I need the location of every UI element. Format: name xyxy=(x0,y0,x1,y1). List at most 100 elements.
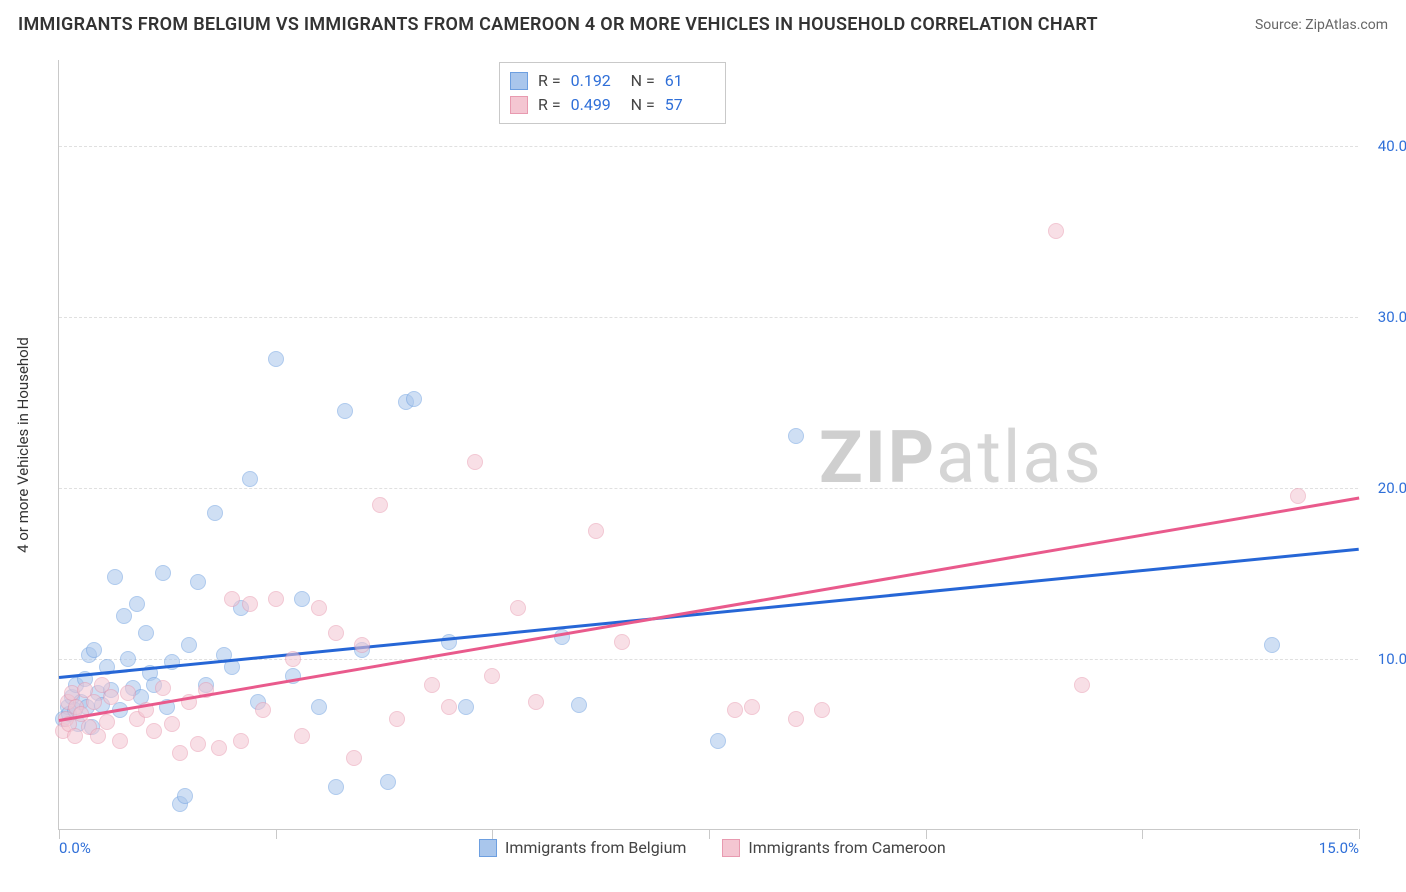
data-point xyxy=(138,625,154,641)
x-tick-label: 15.0% xyxy=(1319,839,1359,857)
data-point xyxy=(744,699,760,715)
x-tick xyxy=(709,829,710,839)
data-point xyxy=(1048,223,1064,239)
legend-label-series2: Immigrants from Cameroon xyxy=(748,838,945,857)
data-point xyxy=(190,574,206,590)
legend: Immigrants from Belgium Immigrants from … xyxy=(479,838,946,857)
y-tick-label: 20.0% xyxy=(1378,479,1406,497)
data-point xyxy=(255,702,271,718)
r-value-series2: 0.499 xyxy=(571,93,621,117)
data-point xyxy=(242,471,258,487)
data-point xyxy=(155,565,171,581)
data-point xyxy=(268,591,284,607)
data-point xyxy=(99,714,115,730)
y-tick-label: 40.0% xyxy=(1378,137,1406,155)
data-point xyxy=(1074,677,1090,693)
data-point xyxy=(116,608,132,624)
data-point xyxy=(328,779,344,795)
data-point xyxy=(311,699,327,715)
stats-row-series2: R = 0.499 N = 57 xyxy=(510,93,715,117)
data-point xyxy=(120,685,136,701)
data-point xyxy=(86,642,102,658)
y-axis-label: 4 or more Vehicles in Household xyxy=(14,337,32,553)
data-point xyxy=(441,699,457,715)
swatch-series2 xyxy=(510,96,528,114)
legend-label-series1: Immigrants from Belgium xyxy=(505,838,686,857)
gridline xyxy=(59,146,1358,147)
data-point xyxy=(311,600,327,616)
data-point xyxy=(190,736,206,752)
data-point xyxy=(354,637,370,653)
data-point xyxy=(107,569,123,585)
r-value-series1: 0.192 xyxy=(571,69,621,93)
chart-header: IMMIGRANTS FROM BELGIUM VS IMMIGRANTS FR… xyxy=(18,14,1388,35)
x-tick xyxy=(492,829,493,839)
legend-item-series1: Immigrants from Belgium xyxy=(479,838,686,857)
data-point xyxy=(788,428,804,444)
data-point xyxy=(484,668,500,684)
data-point xyxy=(120,651,136,667)
data-point xyxy=(814,702,830,718)
chart-title: IMMIGRANTS FROM BELGIUM VS IMMIGRANTS FR… xyxy=(18,14,1098,35)
data-point xyxy=(1264,637,1280,653)
y-tick-label: 10.0% xyxy=(1378,650,1406,668)
data-point xyxy=(727,702,743,718)
data-point xyxy=(285,651,301,667)
data-point xyxy=(112,733,128,749)
data-point xyxy=(337,403,353,419)
data-point xyxy=(67,728,83,744)
data-point xyxy=(328,625,344,641)
r-label: R = xyxy=(538,69,561,93)
data-point xyxy=(268,351,284,367)
data-point xyxy=(207,505,223,521)
data-point xyxy=(528,694,544,710)
swatch-series1 xyxy=(510,72,528,90)
n-label: N = xyxy=(631,69,655,93)
data-point xyxy=(86,694,102,710)
data-point xyxy=(588,523,604,539)
data-point xyxy=(181,637,197,653)
data-point xyxy=(710,733,726,749)
data-point xyxy=(155,680,171,696)
x-tick xyxy=(1142,829,1143,839)
legend-swatch-series1 xyxy=(479,839,497,857)
n-label: N = xyxy=(631,93,655,117)
data-point xyxy=(389,711,405,727)
legend-item-series2: Immigrants from Cameroon xyxy=(722,838,945,857)
x-tick xyxy=(1359,829,1360,839)
chart-area: 4 or more Vehicles in Household R = 0.19… xyxy=(58,60,1388,830)
data-point xyxy=(294,591,310,607)
data-point xyxy=(406,391,422,407)
data-point xyxy=(103,689,119,705)
data-point xyxy=(164,716,180,732)
data-point xyxy=(788,711,804,727)
y-tick-label: 30.0% xyxy=(1378,308,1406,326)
data-point xyxy=(172,745,188,761)
chart-source: Source: ZipAtlas.com xyxy=(1255,17,1388,33)
data-point xyxy=(380,774,396,790)
data-point xyxy=(571,697,587,713)
data-point xyxy=(346,750,362,766)
r-label: R = xyxy=(538,93,561,117)
legend-swatch-series2 xyxy=(722,839,740,857)
x-tick xyxy=(59,829,60,839)
data-point xyxy=(129,596,145,612)
data-point xyxy=(294,728,310,744)
data-point xyxy=(614,634,630,650)
data-point xyxy=(1290,488,1306,504)
data-point xyxy=(90,728,106,744)
x-tick xyxy=(276,829,277,839)
x-tick xyxy=(926,829,927,839)
data-point xyxy=(467,454,483,470)
plot-region: 4 or more Vehicles in Household R = 0.19… xyxy=(58,60,1358,830)
data-point xyxy=(177,788,193,804)
n-value-series1: 61 xyxy=(665,69,715,93)
data-point xyxy=(372,497,388,513)
gridline xyxy=(59,488,1358,489)
data-point xyxy=(146,723,162,739)
data-point xyxy=(233,733,249,749)
data-point xyxy=(242,596,258,612)
stats-row-series1: R = 0.192 N = 61 xyxy=(510,69,715,93)
x-tick-label: 0.0% xyxy=(59,839,91,857)
correlation-stats-box: R = 0.192 N = 61 R = 0.499 N = 57 xyxy=(499,62,726,124)
